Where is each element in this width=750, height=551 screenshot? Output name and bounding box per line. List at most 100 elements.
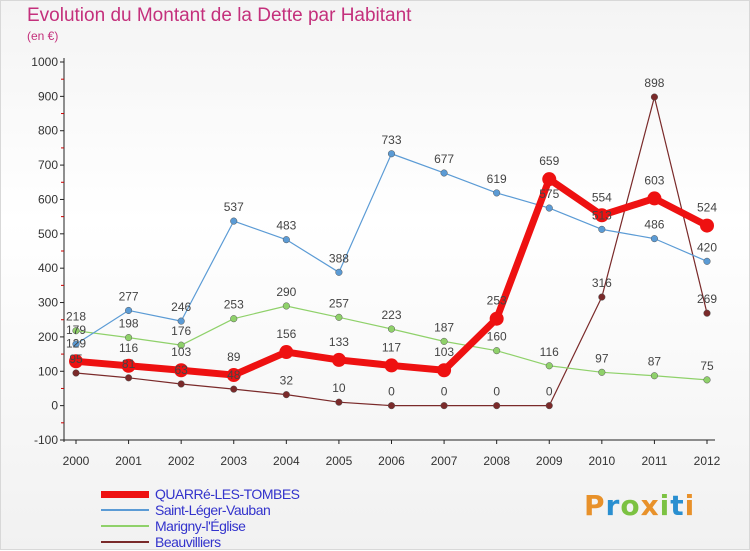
data-label: 537 [224,200,244,214]
data-point [335,313,343,321]
data-point [545,362,553,370]
data-point [177,317,185,325]
data-point [650,235,658,243]
data-label: 269 [697,292,717,306]
data-point [230,385,238,393]
data-label: 290 [276,285,296,299]
data-label: 198 [119,317,139,331]
data-point [125,334,133,342]
data-point [598,368,606,376]
data-point [282,302,290,310]
logo-letter: i [659,489,671,522]
x-tick-label: 2007 [431,454,458,468]
x-tick-label: 2012 [694,454,721,468]
data-point [230,217,238,225]
x-tick-label: 2006 [378,454,405,468]
data-point [230,315,238,323]
y-tick-label: 800 [38,124,58,138]
data-point [440,337,448,345]
data-label: 75 [700,359,714,373]
data-label: 733 [381,133,401,147]
logo-letter: r [605,489,621,522]
legend-label: Beauvilliers [155,534,221,550]
chart-legend: QUARRé-LES-TOMBES Saint-Léger-Vauban Marig… [101,486,300,550]
data-label: 87 [648,355,662,369]
data-point [69,354,83,369]
y-tick-label: 400 [38,261,58,275]
data-point [226,368,241,383]
legend-swatch [101,525,149,527]
data-label: 117 [382,340,401,354]
data-point [174,363,189,378]
x-tick-label: 2000 [63,454,90,468]
x-tick-label: 2004 [273,454,300,468]
data-point [598,225,606,233]
data-label: 187 [434,320,454,334]
logo-letter: P [584,489,606,522]
y-tick-label: 200 [38,330,58,344]
data-label: 103 [171,345,191,359]
data-label: 129 [66,336,86,350]
logo-letter: x [640,489,660,522]
data-label: 160 [487,330,507,344]
data-label: 103 [434,345,454,359]
data-label: 48 [227,368,241,382]
data-point [700,218,714,233]
x-tick-label: 2010 [588,454,615,468]
data-point [493,347,501,355]
data-point [384,358,399,373]
x-tick-label: 2008 [483,454,510,468]
data-point [703,257,711,265]
data-point [72,327,80,335]
y-tick-label: 700 [38,158,58,172]
data-point [493,402,501,410]
data-label: 253 [224,298,244,312]
x-tick-label: 2001 [115,454,142,468]
data-label: 316 [592,276,612,290]
data-label: 156 [276,327,296,341]
data-label: 524 [697,201,717,215]
y-tick-label: 0 [51,399,58,413]
data-label: 97 [595,351,609,365]
data-label: 257 [329,296,349,310]
y-tick-label: 1000 [31,55,58,69]
data-label: 0 [546,385,553,399]
data-label: 176 [171,324,191,338]
data-point [387,150,396,158]
data-point [703,376,711,384]
data-label: 63 [174,363,188,377]
data-label: 486 [644,218,664,232]
data-point [331,352,346,367]
legend-item: Beauvilliers [101,534,300,550]
data-label: 95 [69,352,83,366]
logo-letter: o [620,489,641,522]
data-point [335,268,343,276]
data-label: 513 [592,208,612,222]
legend-swatch [101,490,149,498]
data-label: 253 [487,294,507,308]
data-point [437,363,452,378]
data-point [650,93,658,101]
data-label: 575 [539,187,559,201]
data-label: 32 [280,374,294,388]
data-label: 218 [66,310,86,324]
data-label: 0 [493,385,500,399]
data-label: 0 [388,385,395,399]
y-tick-label: 300 [38,296,58,310]
x-tick-label: 2009 [536,454,563,468]
data-label: 659 [539,154,559,168]
data-point [545,204,553,212]
x-tick-label: 2005 [326,454,353,468]
data-label: 0 [441,385,448,399]
data-point [598,293,606,301]
data-label: 483 [276,219,296,233]
data-label: 133 [329,335,349,349]
data-label: 10 [332,381,346,395]
legend-label: QUARRé-LES-TOMBES [155,486,300,502]
data-point [72,340,80,348]
chart-subtitle: (en €) [27,29,59,43]
logo-letter: t [670,489,685,522]
data-point [282,391,290,399]
logo-letter: i [684,489,696,522]
